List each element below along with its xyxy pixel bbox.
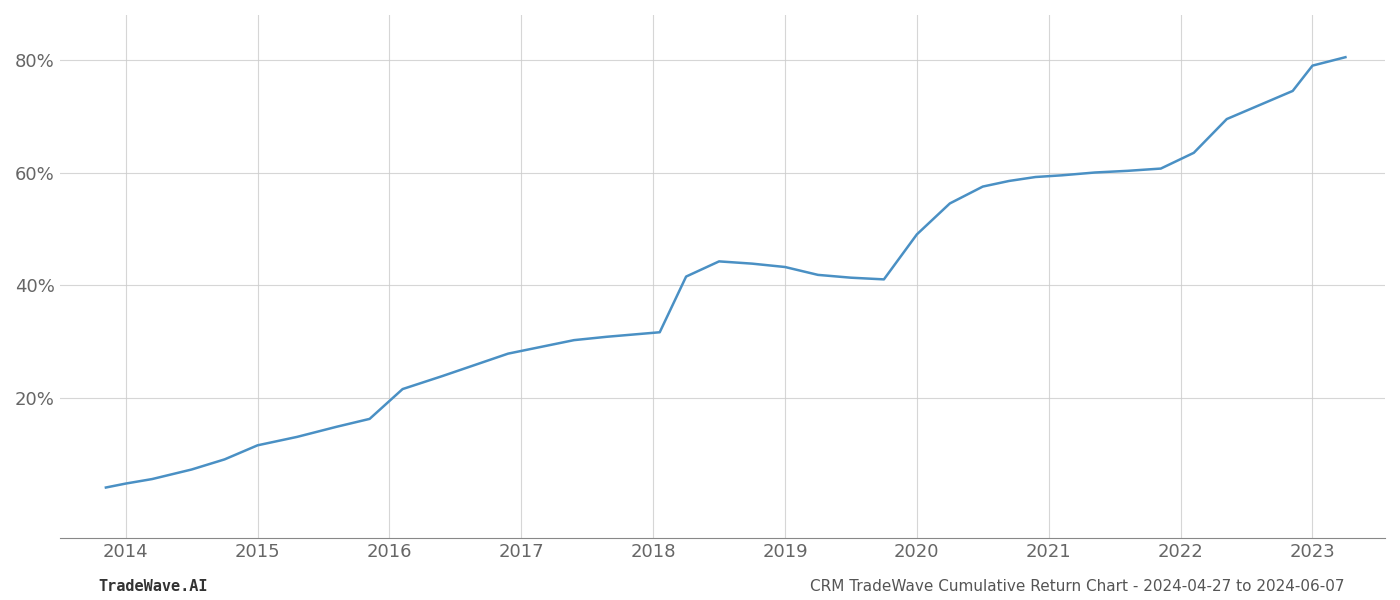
Text: CRM TradeWave Cumulative Return Chart - 2024-04-27 to 2024-06-07: CRM TradeWave Cumulative Return Chart - … (809, 579, 1344, 594)
Text: TradeWave.AI: TradeWave.AI (98, 579, 207, 594)
